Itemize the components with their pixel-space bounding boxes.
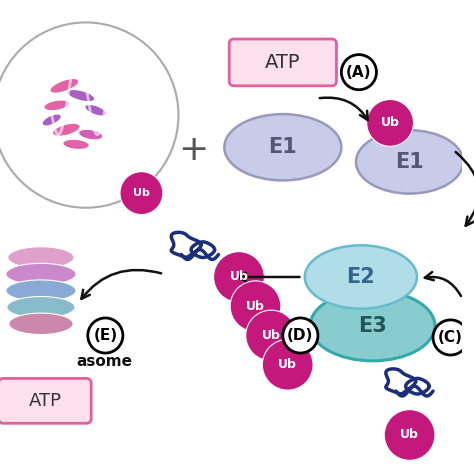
Circle shape <box>230 281 281 332</box>
Circle shape <box>367 100 413 146</box>
Ellipse shape <box>51 79 78 92</box>
Text: Ub: Ub <box>278 358 297 371</box>
Text: +: + <box>178 133 208 167</box>
Circle shape <box>88 318 123 353</box>
Text: E3: E3 <box>358 316 387 336</box>
Ellipse shape <box>79 130 102 139</box>
Circle shape <box>433 320 468 355</box>
Text: Ub: Ub <box>133 188 150 198</box>
Ellipse shape <box>6 264 76 285</box>
Circle shape <box>214 252 264 302</box>
Text: E2: E2 <box>346 267 375 287</box>
Circle shape <box>246 310 297 361</box>
Text: ATP: ATP <box>28 392 61 410</box>
Ellipse shape <box>356 130 463 193</box>
FancyBboxPatch shape <box>0 378 91 423</box>
Text: Ub: Ub <box>262 329 281 342</box>
Ellipse shape <box>6 280 76 301</box>
Ellipse shape <box>8 247 74 268</box>
Text: asome: asome <box>76 355 132 369</box>
Text: Ub: Ub <box>246 300 265 313</box>
Ellipse shape <box>64 140 89 149</box>
FancyBboxPatch shape <box>229 39 337 86</box>
Text: Ub: Ub <box>400 428 419 441</box>
Ellipse shape <box>68 90 94 101</box>
Text: Ub: Ub <box>229 271 248 283</box>
Ellipse shape <box>85 105 106 115</box>
Ellipse shape <box>45 100 69 110</box>
Text: (D): (D) <box>287 328 314 343</box>
Ellipse shape <box>7 297 75 318</box>
Ellipse shape <box>224 114 341 181</box>
Text: Ub: Ub <box>381 117 400 129</box>
Ellipse shape <box>43 115 61 126</box>
Ellipse shape <box>310 291 435 361</box>
Circle shape <box>384 410 435 460</box>
Ellipse shape <box>9 313 73 335</box>
Text: (A): (A) <box>346 64 372 80</box>
Circle shape <box>341 55 376 90</box>
Circle shape <box>120 172 163 215</box>
Circle shape <box>0 22 179 208</box>
Text: E1: E1 <box>395 152 424 172</box>
Ellipse shape <box>305 245 417 309</box>
Text: (C): (C) <box>438 330 463 345</box>
Circle shape <box>262 339 313 390</box>
Circle shape <box>283 318 318 353</box>
Text: ATP: ATP <box>265 53 301 72</box>
Text: (E): (E) <box>93 328 118 343</box>
Ellipse shape <box>53 124 80 136</box>
Text: E1: E1 <box>268 137 297 157</box>
